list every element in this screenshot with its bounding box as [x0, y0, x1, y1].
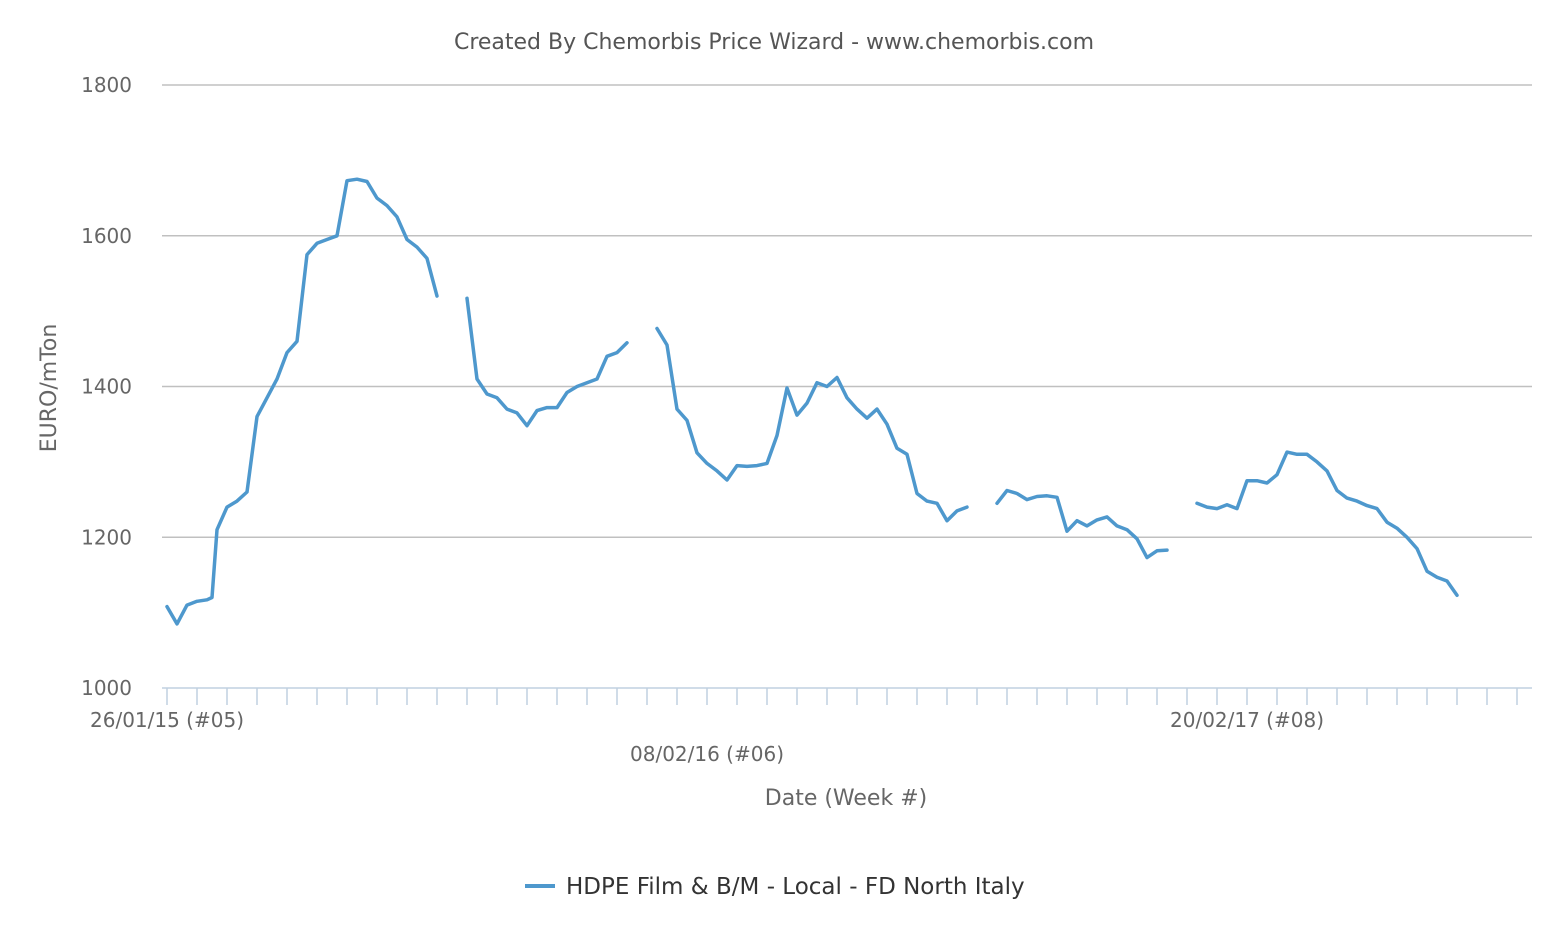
series-line-segment [165, 177, 439, 626]
y-tick-label-1800: 1800 [81, 73, 132, 97]
x-tick-label: 20/02/17 (#08) [1170, 708, 1324, 732]
legend[interactable]: HDPE Film & B/M - Local - FD North Italy [525, 874, 1025, 900]
series-lines [165, 177, 1459, 626]
x-axis-tick-labels: 26/01/15 (#05) 08/02/16 (#06) 20/02/17 (#0… [90, 708, 1324, 766]
y-tick-label-1200: 1200 [81, 525, 132, 549]
series-line-segment [655, 326, 969, 523]
x-tick-label: 26/01/15 (#05) [90, 708, 244, 732]
series-line-segment [1195, 450, 1459, 598]
y-axis-ticks: 1000 1200 1400 1600 1800 [81, 73, 132, 700]
chart-title: Created By Chemorbis Price Wizard - www.… [454, 30, 1094, 55]
x-axis-title: Date (Week #) [765, 786, 927, 811]
legend-label: HDPE Film & B/M - Local - FD North Italy [566, 874, 1025, 900]
grid-lines [162, 84, 1532, 538]
y-axis-title: EURO/mTon [37, 324, 62, 453]
y-tick-label-1600: 1600 [81, 224, 132, 248]
y-tick-label-1000: 1000 [81, 676, 132, 700]
series-line-segment [995, 488, 1169, 560]
x-tick-label: 08/02/16 (#06) [630, 742, 784, 766]
y-tick-label-1400: 1400 [81, 375, 132, 399]
series-line-segment [465, 296, 629, 428]
x-axis [162, 687, 1532, 705]
legend-item[interactable]: HDPE Film & B/M - Local - FD North Italy [525, 874, 1025, 900]
